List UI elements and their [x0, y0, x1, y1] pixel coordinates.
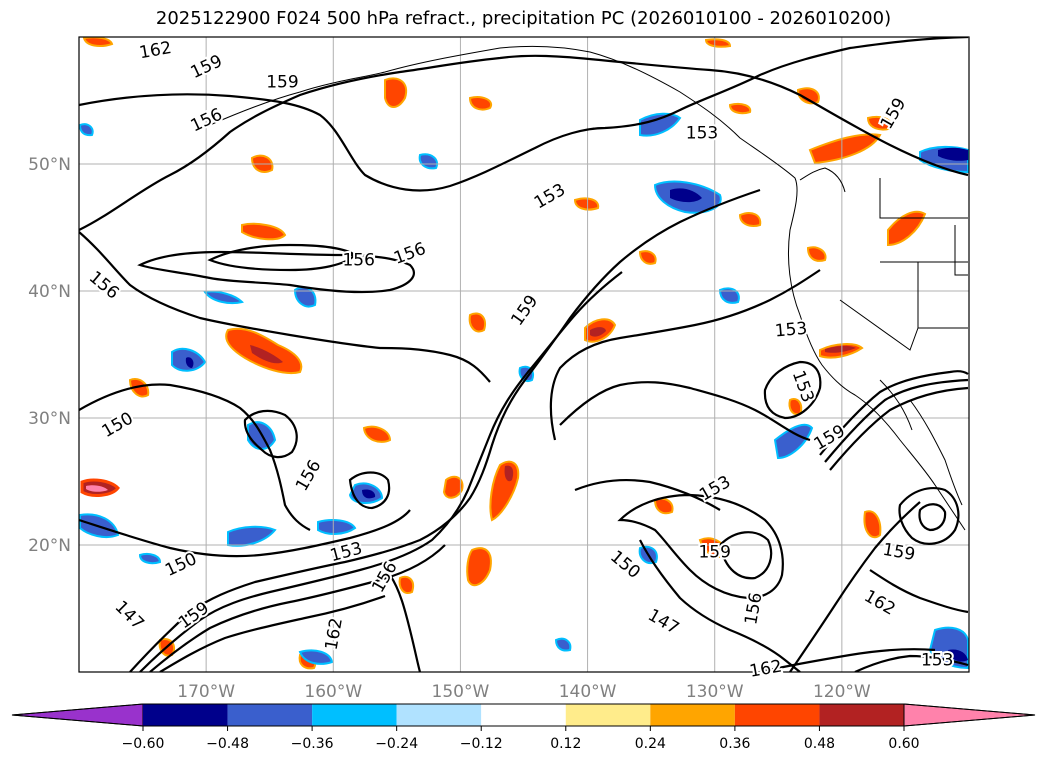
- colorbar-bin-6: [565, 704, 651, 726]
- lon-label-2: 150°W: [432, 682, 490, 702]
- colorbar-bin-7: [650, 704, 735, 726]
- lat-label-3: 20°N: [28, 536, 71, 556]
- lon-label-4: 130°W: [686, 682, 744, 702]
- colorbar-tick-label-8: 0.48: [804, 736, 835, 752]
- lat-label-0: 50°N: [28, 155, 71, 175]
- contour-label-28: 156: [739, 589, 768, 628]
- contour-label-4: 153: [684, 121, 720, 145]
- colorbar-bin-9: [819, 704, 904, 726]
- svg-text:159: 159: [698, 542, 730, 562]
- gridlines: [79, 37, 969, 672]
- refractivity-contours: [79, 37, 969, 672]
- contour-label-20: 159: [696, 540, 732, 564]
- contour-label-2: 159: [264, 70, 300, 94]
- colorbar-bin-1: [143, 704, 228, 726]
- svg-text:153: 153: [774, 319, 808, 342]
- colorbar-bin-4: [396, 704, 482, 726]
- coastlines: [209, 45, 968, 531]
- map-frame: [78, 36, 970, 673]
- latitude-labels: 50°N 40°N 30°N 20°N: [28, 155, 71, 556]
- colorbar-tick-label-7: 0.36: [719, 736, 750, 752]
- contour-label-29: 162: [746, 655, 785, 684]
- svg-text:159: 159: [266, 72, 298, 92]
- colorbar-tick-label-3: −0.24: [375, 736, 418, 752]
- contour-label-30: 153: [919, 648, 955, 672]
- lon-label-1: 160°W: [304, 682, 362, 702]
- map-title: 2025122900 F024 500 hPa refract., precip…: [155, 8, 892, 29]
- colorbar-bin-5: [481, 704, 566, 726]
- lon-label-5: 120°W: [813, 682, 871, 702]
- colorbar-tick-label-1: −0.48: [206, 736, 249, 752]
- colorbar-tick-label-6: 0.24: [635, 736, 666, 752]
- longitude-labels: 170°W 160°W 150°W 140°W 130°W 120°W: [177, 682, 871, 702]
- colorbar-tick-label-4: −0.12: [460, 736, 503, 752]
- svg-text:156: 156: [741, 591, 766, 626]
- svg-text:153: 153: [921, 650, 953, 670]
- colorbar-tick-label-0: −0.60: [122, 736, 165, 752]
- colorbar-tick-label-2: −0.36: [291, 736, 334, 752]
- colorbar-extend-low: [11, 703, 144, 727]
- colorbar-tick-label-5: 0.12: [550, 736, 581, 752]
- colorbar-bin-8: [734, 704, 820, 726]
- colorbar-bin-3: [312, 704, 397, 726]
- contour-label-11: 153: [772, 317, 810, 344]
- svg-text:156: 156: [342, 250, 374, 270]
- contour-label-7: 156: [340, 248, 376, 272]
- colorbar-tick-label-9: 0.60: [888, 736, 919, 752]
- lon-label-3: 140°W: [559, 682, 617, 702]
- svg-text:162: 162: [748, 657, 783, 682]
- svg-text:153: 153: [686, 123, 718, 143]
- colorbar: −0.60 −0.48 −0.36 −0.24 −0.12 0.12 0.24 0.36 0.4…: [11, 703, 1036, 752]
- colorbar-extend-high: [903, 703, 1036, 727]
- lat-label-1: 40°N: [28, 282, 71, 302]
- lon-label-0: 170°W: [177, 682, 235, 702]
- colorbar-bin-2: [227, 704, 313, 726]
- lat-label-2: 30°N: [28, 409, 71, 429]
